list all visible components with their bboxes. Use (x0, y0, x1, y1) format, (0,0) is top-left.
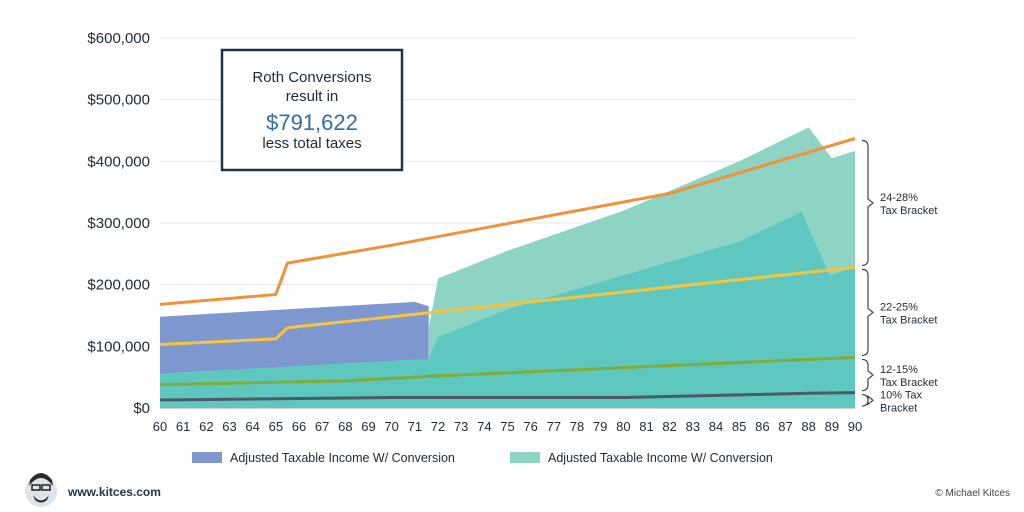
x-axis: 60 61 62 63 64 65 66 67 68 69 70 71 72 73 74 75 76 77 78 79… (153, 419, 862, 434)
legend-label-2: Adjusted Taxable Income W/ Conversion (548, 451, 773, 465)
x-tick-label: 73 (454, 419, 468, 434)
x-tick-label: 76 (523, 419, 537, 434)
callout-box: Roth Conversions result in $791,622 less… (220, 48, 404, 172)
x-tick-label: 63 (222, 419, 236, 434)
x-tick-label: 90 (848, 419, 862, 434)
x-tick-label: 72 (431, 419, 445, 434)
x-tick-label: 67 (315, 419, 329, 434)
site-link[interactable]: www.kitces.com (67, 485, 161, 499)
bracket-label-3: 12-15% (880, 364, 918, 376)
x-tick-label: 71 (408, 419, 422, 434)
bracket-label-1: 24-28% (880, 192, 918, 204)
kitces-logo-icon (25, 473, 57, 507)
x-tick-label: 65 (269, 419, 283, 434)
x-tick-label: 61 (176, 419, 190, 434)
x-tick-label: 74 (477, 419, 491, 434)
legend: Adjusted Taxable Income W/ Conversion Ad… (192, 451, 773, 465)
y-tick-label: $100,000 (87, 338, 150, 355)
y-tick-label: $200,000 (87, 277, 150, 294)
bracket-lines (159, 137, 856, 402)
y-tick-label: $600,000 (87, 30, 150, 47)
bracket-label-2: 22-25% (880, 301, 918, 313)
bracket-brace-4 (861, 393, 874, 407)
bracket-threshold-line-1 (159, 137, 856, 306)
x-tick-label: 81 (639, 419, 653, 434)
y-tick-label: $300,000 (87, 215, 150, 232)
y-tick-label: $0 (133, 400, 150, 417)
bracket-label-4: Bracket (880, 402, 917, 414)
bracket-brace-2 (861, 268, 874, 357)
income-area-3 (160, 211, 855, 408)
x-tick-label: 83 (686, 419, 700, 434)
x-tick-label: 80 (616, 419, 630, 434)
x-tick-label: 78 (570, 419, 584, 434)
callout-amount: $791,622 (266, 110, 358, 135)
x-tick-label: 75 (500, 419, 514, 434)
x-tick-label: 68 (338, 419, 352, 434)
x-tick-label: 69 (361, 419, 375, 434)
x-tick-label: 84 (709, 419, 723, 434)
x-tick-label: 77 (547, 419, 561, 434)
bracket-brace-3 (861, 358, 874, 392)
x-tick-label: 82 (662, 419, 676, 434)
bracket-label-1: Tax Bracket (880, 205, 937, 217)
x-tick-label: 70 (384, 419, 398, 434)
bracket-threshold-line-4 (159, 391, 856, 402)
x-tick-label: 66 (292, 419, 306, 434)
x-tick-label: 86 (755, 419, 769, 434)
x-tick-label: 64 (245, 419, 259, 434)
x-tick-label: 87 (778, 419, 792, 434)
callout-line1: Roth Conversions (252, 69, 371, 86)
callout-line3: less total taxes (262, 135, 361, 152)
legend-swatch-1 (192, 452, 222, 463)
bracket-label-4: 10% Tax (880, 389, 922, 401)
copyright: © Michael Kitces (935, 488, 1010, 499)
callout-line2: result in (286, 88, 339, 105)
bracket-label-2: Tax Bracket (880, 314, 937, 326)
y-tick-label: $400,000 (87, 153, 150, 170)
x-tick-label: 89 (825, 419, 839, 434)
bracket-threshold-line-2 (159, 265, 856, 346)
x-tick-label: 79 (593, 419, 607, 434)
y-axis: $0 $100,000 $200,000 $300,000 $400,000 $500,0… (87, 30, 150, 417)
bracket-label-3: Tax Bracket (880, 377, 937, 389)
legend-label-1: Adjusted Taxable Income W/ Conversion (230, 451, 455, 465)
y-tick-label: $500,000 (87, 92, 150, 109)
x-tick-label: 60 (153, 419, 167, 434)
x-tick-label: 85 (732, 419, 746, 434)
x-tick-label: 62 (199, 419, 213, 434)
bracket-brace-1 (861, 139, 874, 266)
x-tick-label: 88 (801, 419, 815, 434)
bracket-threshold-line-3 (159, 355, 856, 387)
legend-swatch-2 (510, 452, 540, 463)
